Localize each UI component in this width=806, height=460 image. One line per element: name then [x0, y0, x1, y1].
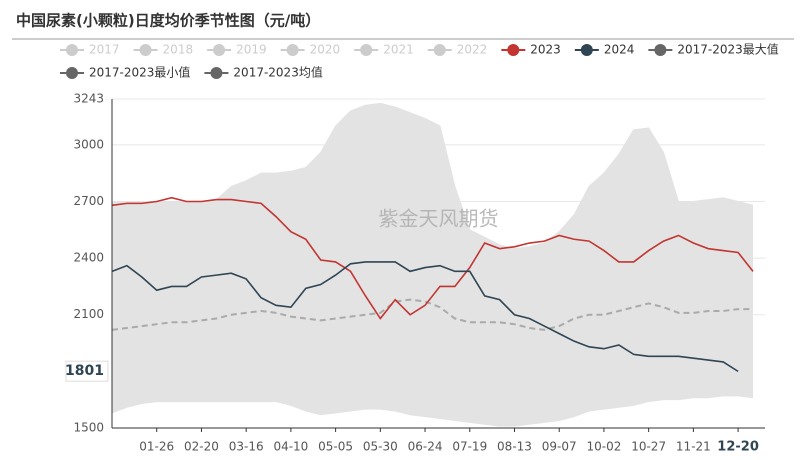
legend-marker: [433, 44, 446, 56]
legend-item[interactable]: 2017-2023最大值: [648, 42, 779, 57]
crosshair-label-box: [65, 360, 109, 382]
x-tick-label: 10-02: [586, 440, 621, 454]
legend-label: 2019: [236, 43, 267, 57]
chart-title: 中国尿素(小颗粒)日度均价季节性图（元/吨）: [16, 12, 320, 30]
y-tick-label: 3243: [73, 92, 104, 106]
legend-item[interactable]: 2022: [427, 43, 488, 57]
legend-marker: [286, 44, 299, 56]
legend-marker: [210, 67, 223, 79]
legend-label: 2024: [604, 43, 635, 57]
series-line: [111, 298, 753, 331]
y-tick-label: 2400: [73, 251, 104, 265]
series-line: [111, 196, 754, 320]
y-tick-label: 2100: [73, 307, 104, 321]
x-tick-label: 09-07: [542, 440, 577, 454]
legend-item[interactable]: 2020: [280, 43, 341, 57]
legend-item[interactable]: 2017-2023均值: [204, 65, 323, 80]
band-edge: [112, 102, 754, 250]
legend-label: 2017: [89, 43, 120, 57]
legend-label: 2017-2023最大值: [677, 42, 778, 57]
x-tick-label: 02-20: [184, 440, 219, 454]
legend-label: 2018: [163, 43, 194, 57]
x-tick-label: 10-27: [631, 440, 666, 454]
x-tick-label: 06-24: [408, 440, 443, 454]
legend-label: 2021: [383, 43, 414, 57]
legend-item[interactable]: 2019: [207, 43, 267, 57]
band-edge: [111, 395, 754, 427]
legend-item[interactable]: 2017-2023最小值: [60, 65, 190, 80]
legend-marker: [654, 44, 667, 56]
legend-item[interactable]: 2018: [133, 43, 194, 57]
y-tick-label: 2700: [73, 194, 104, 208]
y-tick-label: 1500: [73, 421, 104, 435]
x-tick-label: 05-30: [363, 440, 398, 454]
legend-label: 2020: [310, 43, 341, 57]
legend-item[interactable]: 2017: [60, 43, 120, 57]
legend-label: 2017-2023最小值: [89, 65, 190, 80]
x-tick-label: 01-26: [139, 440, 174, 454]
legend-marker: [580, 44, 593, 56]
legend-label: 2017-2023均值: [233, 65, 322, 80]
legend-item[interactable]: 2024: [574, 43, 635, 57]
legend-label: 2023: [530, 43, 561, 57]
legend-marker: [360, 44, 373, 56]
legend-marker: [213, 44, 226, 56]
x-crosshair-label: 12-20: [717, 440, 759, 455]
x-tick-label: 04-10: [273, 440, 308, 454]
legend-marker: [139, 44, 152, 56]
x-tick-label: 07-19: [452, 440, 487, 454]
legend-item[interactable]: 2021: [354, 43, 414, 57]
watermark: 紫金天风期货: [379, 207, 499, 231]
legend-marker: [507, 44, 520, 56]
x-tick-label: 08-13: [497, 440, 532, 454]
x-tick-label: 03-16: [229, 440, 264, 454]
range-band: [112, 103, 753, 427]
y-crosshair-label: 1801: [65, 363, 104, 379]
x-tick-label: 05-05: [318, 440, 353, 454]
y-tick-label: 3000: [73, 137, 104, 151]
legend-item[interactable]: 2023: [501, 43, 561, 57]
legend-marker: [66, 44, 78, 56]
legend-label: 2022: [457, 43, 488, 57]
legend-marker: [66, 67, 78, 79]
series-line: [111, 261, 739, 373]
x-tick-label: 11-21: [676, 440, 711, 454]
